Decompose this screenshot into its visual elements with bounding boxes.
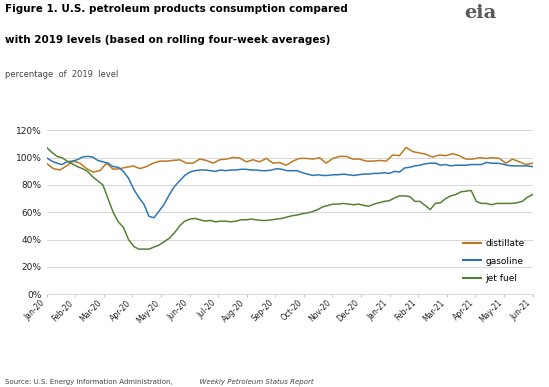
Text: with 2019 levels (based on rolling four-week averages): with 2019 levels (based on rolling four-… [5, 35, 331, 45]
Text: Weekly Petroleum Status Report: Weekly Petroleum Status Report [195, 379, 313, 385]
Text: Figure 1. U.S. petroleum products consumption compared: Figure 1. U.S. petroleum products consum… [5, 4, 348, 14]
Text: eia: eia [464, 4, 496, 22]
Text: percentage  of  2019  level: percentage of 2019 level [5, 70, 119, 79]
Legend: distillate, gasoline, jet fuel: distillate, gasoline, jet fuel [459, 236, 528, 286]
Text: Source: U.S. Energy Information Administration,: Source: U.S. Energy Information Administ… [5, 379, 173, 385]
